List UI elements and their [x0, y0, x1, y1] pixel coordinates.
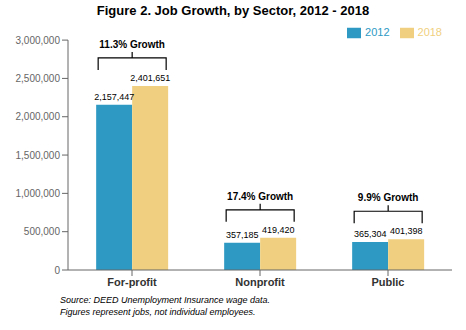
svg-text:2,000,000: 2,000,000: [16, 111, 61, 122]
svg-text:0: 0: [54, 265, 60, 276]
svg-text:9.9% Growth: 9.9% Growth: [358, 192, 419, 203]
svg-text:11.3% Growth: 11.3% Growth: [99, 39, 165, 50]
svg-text:500,000: 500,000: [24, 226, 61, 237]
svg-text:17.4% Growth: 17.4% Growth: [227, 191, 293, 202]
svg-text:2,157,447: 2,157,447: [94, 92, 134, 102]
svg-text:1,000,000: 1,000,000: [16, 188, 61, 199]
svg-text:3,000,000: 3,000,000: [16, 35, 61, 46]
svg-text:2,401,651: 2,401,651: [130, 73, 170, 83]
svg-text:Public: Public: [371, 276, 404, 288]
svg-text:357,185: 357,185: [226, 230, 259, 240]
svg-text:Nonprofit: Nonprofit: [235, 276, 285, 288]
svg-text:For-profit: For-profit: [107, 276, 157, 288]
html-text:2018: 2018: [417, 26, 442, 38]
svg-text:419,420: 419,420: [262, 225, 295, 235]
svg-text:2,500,000: 2,500,000: [16, 73, 61, 84]
svg-text:401,398: 401,398: [390, 226, 423, 236]
html-text:Source: DEED Unemployment Insu: Source: DEED Unemployment Insurance wage…: [60, 295, 271, 317]
html-text:Figure 2. Job Growth, by Secto: Figure 2. Job Growth, by Sector, 2012 - …: [96, 3, 370, 18]
html-text:2012: 2012: [365, 26, 390, 38]
svg-text:1,500,000: 1,500,000: [16, 150, 61, 161]
svg-text:365,304: 365,304: [354, 229, 387, 239]
